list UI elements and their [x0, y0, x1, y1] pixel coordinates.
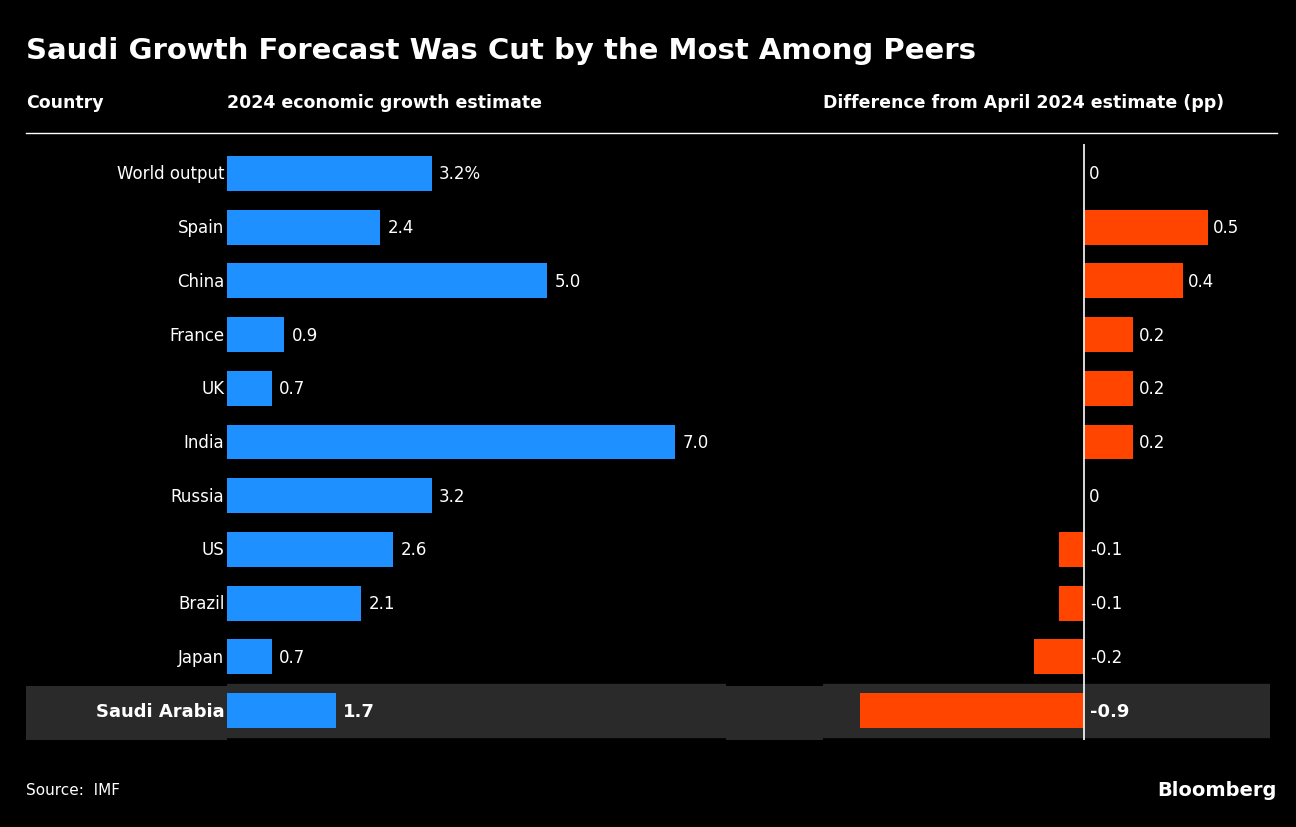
Bar: [1034, 639, 1083, 675]
Text: 2.1: 2.1: [369, 595, 395, 612]
Text: 0: 0: [1089, 487, 1099, 505]
Text: 2.6: 2.6: [400, 541, 428, 559]
Text: -0.1: -0.1: [1090, 541, 1122, 559]
Text: Spain: Spain: [178, 219, 224, 237]
Text: Russia: Russia: [171, 487, 224, 505]
Bar: [1083, 264, 1183, 299]
Text: Brazil: Brazil: [178, 595, 224, 612]
Text: 2.4: 2.4: [388, 219, 415, 237]
Text: World output: World output: [117, 165, 224, 184]
Text: 3.2%: 3.2%: [439, 165, 481, 184]
Bar: [861, 693, 1083, 728]
Text: Saudi Arabia: Saudi Arabia: [96, 701, 224, 719]
Bar: [227, 586, 362, 621]
Text: Source:  IMF: Source: IMF: [26, 782, 121, 797]
Bar: [227, 157, 432, 192]
Text: 1.7: 1.7: [343, 701, 375, 719]
Text: 7.0: 7.0: [682, 433, 709, 452]
Text: 2024 economic growth estimate: 2024 economic growth estimate: [227, 94, 542, 112]
Bar: [823, 684, 1270, 738]
Bar: [227, 533, 393, 567]
Bar: [227, 371, 272, 406]
Bar: [1083, 210, 1208, 246]
Text: 3.2: 3.2: [439, 487, 465, 505]
Text: UK: UK: [201, 380, 224, 398]
Bar: [227, 684, 726, 738]
Text: 0.5: 0.5: [1213, 219, 1239, 237]
Bar: [227, 479, 432, 514]
Text: 0.2: 0.2: [1138, 326, 1165, 344]
Text: Country: Country: [26, 94, 104, 112]
Text: 0.2: 0.2: [1138, 433, 1165, 452]
Bar: [227, 425, 675, 460]
Text: India: India: [184, 433, 224, 452]
Bar: [227, 639, 272, 675]
Bar: [227, 693, 336, 728]
Bar: [1083, 318, 1134, 352]
Bar: [1083, 425, 1134, 460]
Text: 0.7: 0.7: [279, 648, 306, 666]
Text: Difference from April 2024 estimate (pp): Difference from April 2024 estimate (pp): [823, 94, 1225, 112]
Text: -0.9: -0.9: [1090, 701, 1129, 719]
Bar: [1059, 533, 1083, 567]
Bar: [1059, 586, 1083, 621]
Text: Bloomberg: Bloomberg: [1157, 781, 1277, 799]
Text: 0.9: 0.9: [292, 326, 319, 344]
Text: China: China: [178, 273, 224, 290]
Bar: [227, 210, 380, 246]
Text: 0.7: 0.7: [279, 380, 306, 398]
Text: US: US: [202, 541, 224, 559]
Text: Saudi Growth Forecast Was Cut by the Most Among Peers: Saudi Growth Forecast Was Cut by the Mos…: [26, 37, 976, 65]
Text: Japan: Japan: [178, 648, 224, 666]
Text: -0.2: -0.2: [1090, 648, 1122, 666]
Bar: [227, 264, 547, 299]
Text: 0.2: 0.2: [1138, 380, 1165, 398]
Bar: [227, 318, 284, 352]
Text: 0: 0: [1089, 165, 1099, 184]
Text: -0.1: -0.1: [1090, 595, 1122, 612]
Bar: [1083, 371, 1134, 406]
Text: France: France: [170, 326, 224, 344]
Text: 5.0: 5.0: [555, 273, 581, 290]
Text: 0.4: 0.4: [1188, 273, 1214, 290]
